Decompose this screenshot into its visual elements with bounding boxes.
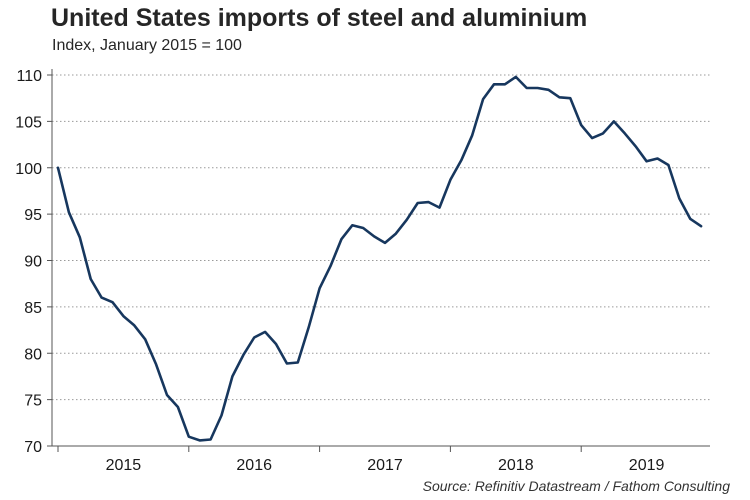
x-tick-label-2015: 2015 — [106, 457, 142, 474]
y-tick-label-110: 110 — [16, 68, 42, 85]
y-tick-label-100: 100 — [15, 161, 42, 178]
chart-title: United States imports of steel and alumi… — [51, 4, 588, 32]
x-tick-label-2019: 2019 — [629, 457, 665, 474]
x-tick-label-2016: 2016 — [236, 457, 272, 474]
x-tick-label-2017: 2017 — [367, 457, 403, 474]
chart-subtitle: Index, January 2015 = 100 — [52, 37, 242, 54]
y-tick-label-70: 70 — [24, 439, 42, 456]
y-tick-label-95: 95 — [24, 207, 42, 224]
series-line-0 — [56, 75, 703, 442]
y-tick-label-75: 75 — [24, 393, 42, 410]
y-tick-label-90: 90 — [24, 254, 42, 271]
y-tick-label-80: 80 — [24, 346, 42, 363]
y-tick-label-85: 85 — [24, 300, 42, 317]
source-note: Source: Refinitiv Datastream / Fathom Co… — [422, 478, 730, 494]
y-tick-label-105: 105 — [15, 114, 42, 131]
x-tick-label-2018: 2018 — [498, 457, 534, 474]
